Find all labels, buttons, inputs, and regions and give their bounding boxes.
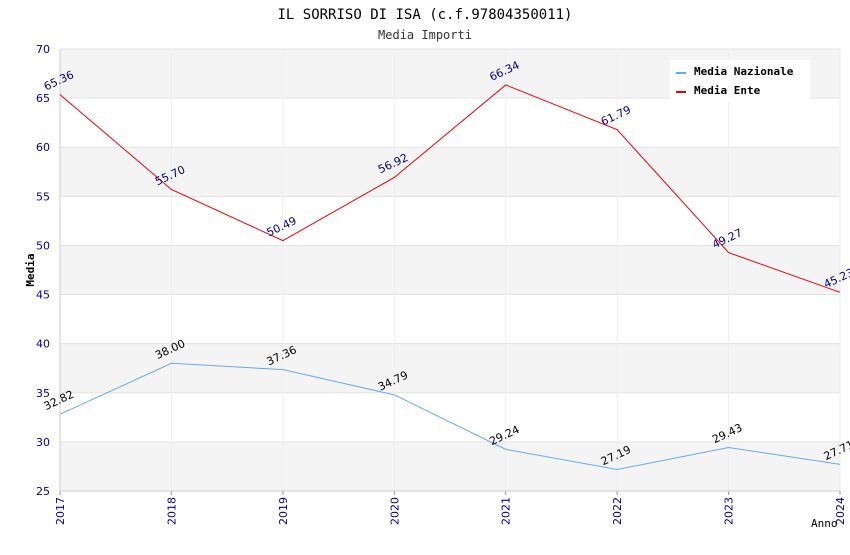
y-tick-label: 65 [36,92,50,105]
x-axis-label: Anno [811,517,838,530]
y-tick-label: 60 [36,141,50,154]
y-tick-label: 35 [36,387,50,400]
grid-lines [59,48,841,495]
x-tick-label: 2022 [611,497,624,525]
x-tick-label: 2024 [834,497,847,525]
chart-subtitle: Media Importi [378,28,472,42]
x-tick-label: 2020 [388,497,401,525]
x-tick-label: 2017 [54,497,67,525]
y-tick-label: 70 [36,43,50,56]
y-tick-label: 55 [36,190,50,203]
grid-band [60,98,840,148]
series-line-media-ente [59,84,841,293]
y-tick-label: 50 [36,239,50,252]
legend-label-ente: Media Ente [694,84,761,97]
grid-band [60,343,840,393]
y-tick-label: 30 [36,436,50,449]
x-tick-label: 2018 [165,497,178,525]
y-tick-label: 40 [36,338,50,351]
grid-band [60,294,840,344]
legend: Media Nazionale Media Ente [670,60,810,102]
legend-box [670,60,810,102]
grid-bands [60,49,840,491]
x-tick-label: 2023 [723,497,736,525]
y-tick-label: 45 [36,289,50,302]
x-tick-label: 2019 [277,497,290,525]
legend-label-nazionale: Media Nazionale [694,65,794,78]
grid-band [60,441,840,491]
y-axis-label: Media [24,253,37,286]
chart-title: IL SORRISO DI ISA (c.f.97804350011) [277,7,572,23]
x-tick-labels: 2017 2018 2019 2020 2021 2022 2023 2024 [54,497,847,525]
grid-band [60,392,840,442]
grid-band [60,147,840,197]
grid-band [60,196,840,246]
series-line-media-nazionale [59,362,841,470]
y-tick-label: 25 [36,485,50,498]
x-tick-label: 2021 [500,497,513,525]
y-tick-labels: 25 30 35 40 45 50 55 60 65 70 [36,43,50,498]
grid-band [60,245,840,295]
series-lines [59,84,841,470]
